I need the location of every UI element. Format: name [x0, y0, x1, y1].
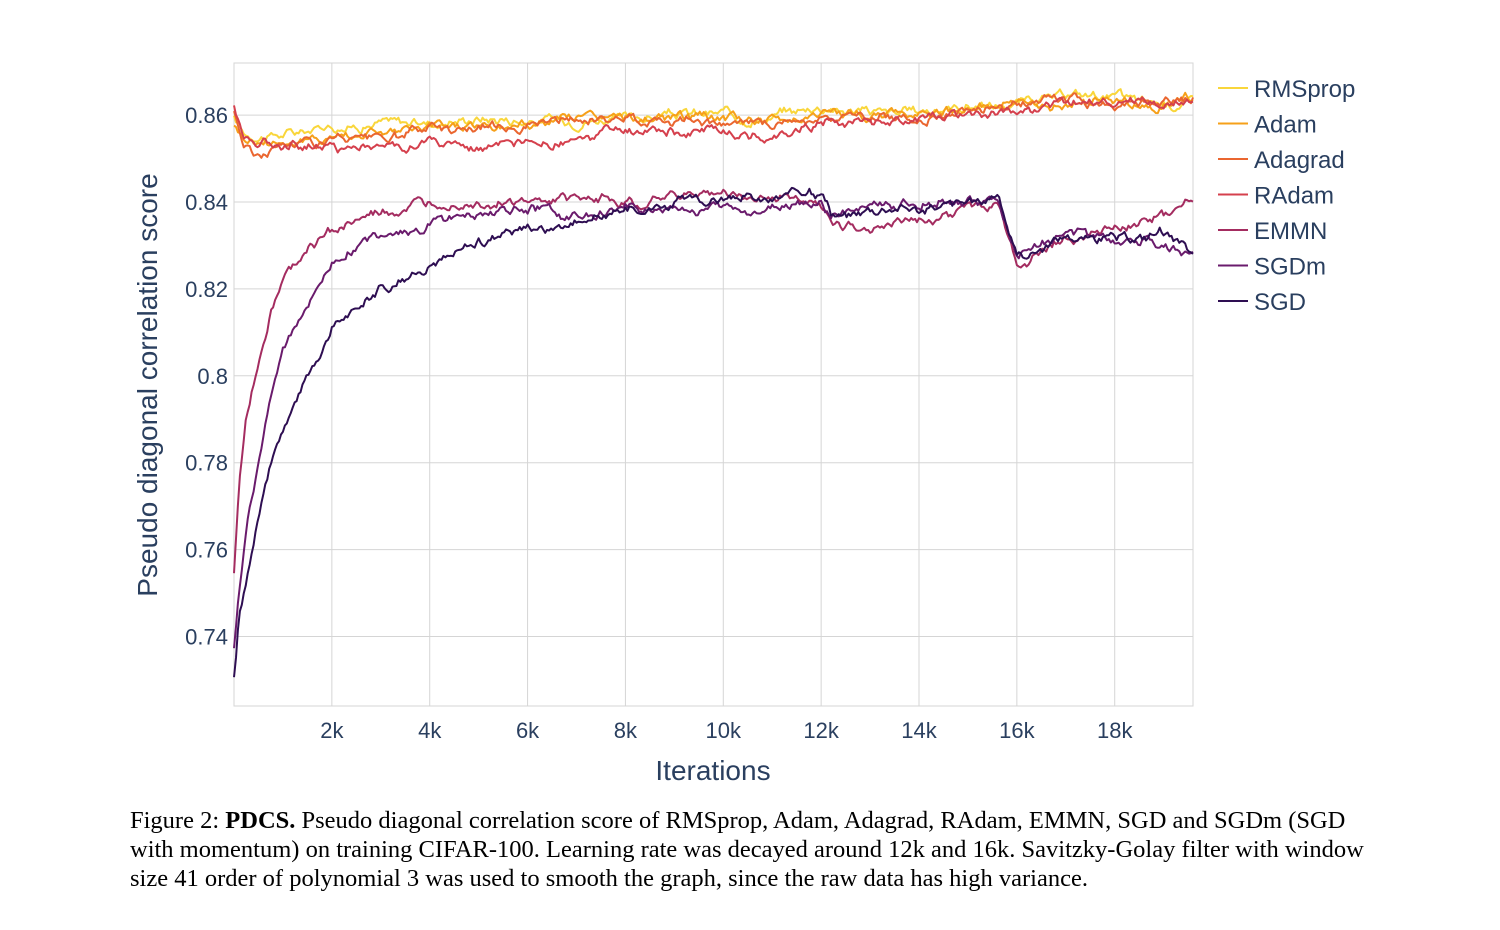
figure-caption: Figure 2: PDCS. Pseudo diagonal correlat…	[130, 806, 1390, 893]
x-tick-label: 6k	[516, 718, 540, 743]
series-line-adagrad	[233, 92, 1194, 159]
series-layer	[233, 88, 1194, 678]
y-axis-title: Pseudo diagonal correlation score	[132, 173, 163, 596]
caption-text: Pseudo diagonal correlation score of RMS…	[130, 807, 1364, 892]
x-tick-label: 12k	[803, 718, 839, 743]
caption-bold: PDCS.	[225, 807, 296, 834]
x-axis-title: Iterations	[655, 755, 770, 786]
y-tick-label: 0.82	[185, 277, 228, 302]
legend-label: RAdam	[1254, 183, 1334, 210]
y-tick-label: 0.84	[185, 190, 228, 215]
series-line-sgd	[233, 186, 1194, 678]
y-tick-label: 0.8	[197, 364, 228, 389]
plot-area	[233, 62, 1194, 707]
series-line-sgdm	[233, 195, 1194, 649]
y-tick-label: 0.86	[185, 103, 228, 128]
y-tick-label: 0.74	[185, 624, 228, 649]
x-axis-ticks: 2k 4k 6k 8k 10k 12k 14k 16k 18k	[320, 718, 1133, 743]
x-tick-label: 18k	[1097, 718, 1133, 743]
x-tick-label: 4k	[418, 718, 442, 743]
legend-label: SGDm	[1254, 254, 1326, 281]
x-tick-label: 8k	[614, 718, 638, 743]
x-tick-label: 16k	[999, 718, 1035, 743]
y-tick-label: 0.76	[185, 538, 228, 563]
chart: 2k 4k 6k 8k 10k 12k 14k 16k 18k 0.740.760.780.80…	[132, 62, 1355, 786]
legend-label: Adagrad	[1254, 147, 1345, 174]
series-line-radam	[233, 96, 1194, 154]
legend-label: SGD	[1254, 289, 1306, 316]
caption-prefix: Figure 2:	[130, 807, 226, 834]
grid	[234, 63, 1193, 706]
y-tick-label: 0.78	[185, 451, 228, 476]
series-line-emmn	[233, 188, 1194, 574]
legend-label: RMSprop	[1254, 76, 1355, 103]
legend-label: Adam	[1254, 112, 1317, 139]
x-tick-label: 2k	[320, 718, 344, 743]
y-axis-ticks: 0.74 0.76 0.78 0.8 0.82 0.84 0.86	[185, 103, 228, 649]
legend-label: EMMN	[1254, 218, 1327, 245]
x-tick-label: 14k	[901, 718, 937, 743]
legend: RMSprop Adam Adagrad RAdam EMMN SGDm SGD	[1218, 76, 1355, 316]
x-tick-label: 10k	[706, 718, 742, 743]
